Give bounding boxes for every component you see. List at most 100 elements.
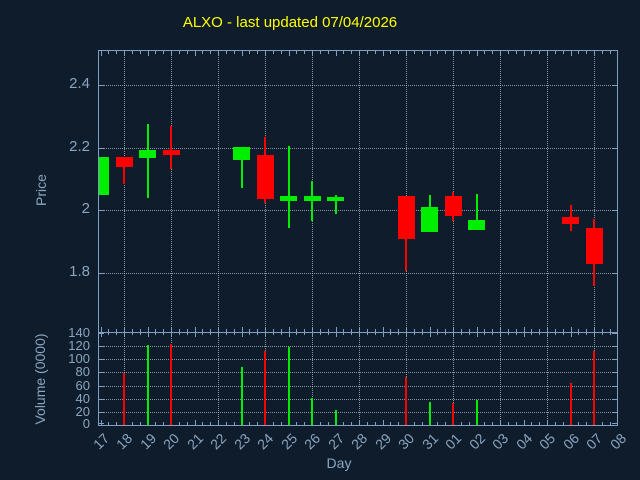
x-tick bbox=[351, 422, 353, 425]
x-tick bbox=[202, 51, 204, 54]
x-tick bbox=[100, 332, 102, 337]
x-tick bbox=[547, 332, 548, 337]
x-tick bbox=[539, 422, 541, 425]
x-tick bbox=[601, 329, 603, 332]
y-tick bbox=[612, 85, 617, 87]
x-tick bbox=[359, 51, 360, 56]
x-tick bbox=[186, 51, 188, 54]
x-tick bbox=[398, 422, 400, 425]
x-tick bbox=[523, 332, 525, 337]
x-tick bbox=[390, 332, 392, 335]
x-tick bbox=[288, 332, 290, 337]
x-tick bbox=[171, 332, 172, 337]
x-tick bbox=[468, 51, 470, 54]
x-tick bbox=[374, 332, 376, 335]
x-tick bbox=[476, 332, 478, 337]
price-tick-label: 2.4 bbox=[69, 75, 90, 93]
x-tick bbox=[280, 329, 282, 332]
x-tick bbox=[178, 332, 180, 335]
gridline-horizontal bbox=[99, 210, 617, 212]
x-tick bbox=[531, 332, 533, 335]
x-tick bbox=[241, 332, 243, 337]
x-tick bbox=[272, 329, 274, 332]
x-tick bbox=[547, 420, 548, 425]
x-tick bbox=[335, 327, 337, 332]
x-tick bbox=[366, 422, 368, 425]
x-tick bbox=[547, 327, 548, 332]
x-tick bbox=[578, 422, 580, 425]
x-tick bbox=[312, 332, 313, 337]
x-tick bbox=[116, 422, 118, 425]
x-tick bbox=[194, 327, 196, 332]
x-tick bbox=[492, 332, 494, 335]
x-tick bbox=[531, 51, 533, 54]
gridline-vertical bbox=[218, 51, 219, 332]
x-tick bbox=[554, 51, 556, 54]
x-tick bbox=[413, 332, 415, 335]
gridline-vertical bbox=[594, 51, 595, 332]
x-tick bbox=[390, 422, 392, 425]
y-tick bbox=[612, 359, 617, 361]
x-tick bbox=[225, 332, 227, 335]
x-tick bbox=[335, 51, 337, 56]
x-tick bbox=[257, 329, 259, 332]
x-tick bbox=[398, 51, 400, 54]
y-tick bbox=[612, 147, 617, 149]
x-tick bbox=[507, 332, 509, 335]
x-tick bbox=[366, 51, 368, 54]
x-tick bbox=[202, 332, 204, 335]
x-tick bbox=[116, 51, 118, 54]
x-tick bbox=[406, 332, 407, 337]
gridline-horizontal bbox=[99, 346, 617, 348]
x-tick bbox=[131, 422, 133, 425]
x-tick bbox=[562, 51, 564, 54]
x-tick bbox=[437, 329, 439, 332]
gridline-horizontal bbox=[99, 272, 617, 274]
y-tick bbox=[99, 333, 104, 334]
x-tick bbox=[257, 422, 259, 425]
y-tick bbox=[99, 85, 104, 87]
x-tick bbox=[500, 327, 501, 332]
x-tick bbox=[272, 422, 274, 425]
x-tick bbox=[319, 332, 321, 335]
x-tick bbox=[225, 422, 227, 425]
x-tick bbox=[601, 51, 603, 54]
volume-bar bbox=[334, 409, 337, 425]
x-tick bbox=[296, 51, 298, 54]
x-tick bbox=[492, 51, 494, 54]
y-tick bbox=[99, 359, 104, 361]
x-tick bbox=[319, 51, 321, 54]
x-tick bbox=[476, 327, 478, 332]
x-tick bbox=[437, 332, 439, 335]
gridline-vertical bbox=[453, 332, 454, 425]
x-tick bbox=[570, 327, 572, 332]
x-tick bbox=[578, 51, 580, 54]
x-tick bbox=[453, 327, 454, 332]
y-tick bbox=[99, 210, 104, 212]
price-tick-label: 1.8 bbox=[69, 262, 90, 280]
x-tick bbox=[445, 329, 447, 332]
x-tick bbox=[296, 329, 298, 332]
gridline-horizontal bbox=[99, 411, 617, 413]
x-tick bbox=[147, 51, 149, 56]
y-tick bbox=[99, 147, 104, 149]
x-tick bbox=[460, 329, 462, 332]
candle-wick bbox=[240, 146, 243, 189]
x-tick bbox=[241, 51, 243, 56]
x-tick bbox=[484, 51, 486, 54]
x-tick bbox=[124, 51, 125, 56]
y-tick bbox=[612, 385, 617, 387]
y-tick bbox=[612, 372, 617, 374]
x-tick bbox=[492, 329, 494, 332]
x-tick bbox=[131, 332, 133, 335]
x-tick bbox=[304, 332, 306, 335]
volume-bar bbox=[593, 350, 595, 425]
candle-body bbox=[99, 156, 109, 195]
x-tick bbox=[515, 329, 517, 332]
candle-wick bbox=[287, 145, 290, 228]
x-tick bbox=[351, 329, 353, 332]
gridline-vertical bbox=[547, 332, 548, 425]
x-tick bbox=[515, 51, 517, 54]
x-tick bbox=[233, 51, 235, 54]
x-tick bbox=[343, 332, 345, 335]
